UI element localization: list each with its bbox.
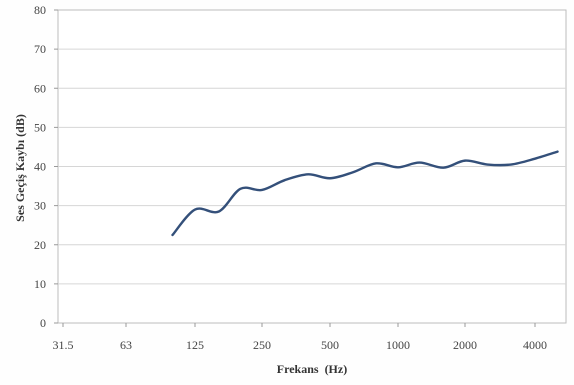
y-tick-label-60: 60	[34, 81, 46, 95]
x-tick-label-125: 125	[186, 338, 204, 352]
x-tick-label-500: 500	[321, 338, 339, 352]
x-tick-label-1000: 1000	[386, 338, 410, 352]
y-tick-label-20: 20	[34, 238, 46, 252]
y-tick-label-40: 40	[34, 160, 46, 174]
y-tick-label-80: 80	[34, 3, 46, 17]
x-axis-title: Frekans (Hz)	[277, 362, 347, 376]
y-tick-label-70: 70	[34, 42, 46, 56]
x-tick-label-2000: 2000	[453, 338, 477, 352]
series-layer	[171, 150, 559, 237]
y-axis-title: Ses Geçiş Kaybı (dB)	[13, 114, 27, 222]
x-tick-label-63: 63	[120, 338, 132, 352]
y-tick-label-30: 30	[34, 199, 46, 213]
y-tick-label-50: 50	[34, 120, 46, 134]
series-line-0	[171, 150, 559, 237]
gridlines	[58, 48, 566, 285]
x-tick-label-250: 250	[253, 338, 271, 352]
x-tick-label-31.5: 31.5	[53, 338, 74, 352]
y-tick-label-10: 10	[34, 277, 46, 291]
x-tick-label-4000: 4000	[523, 338, 547, 352]
y-tick-label-0: 0	[40, 316, 46, 330]
x-axis: 31.5 63 125 250 500 1000 2000 4000	[53, 323, 547, 352]
y-axis: 0 10 20 30 40 50 60 70 80	[34, 3, 58, 330]
